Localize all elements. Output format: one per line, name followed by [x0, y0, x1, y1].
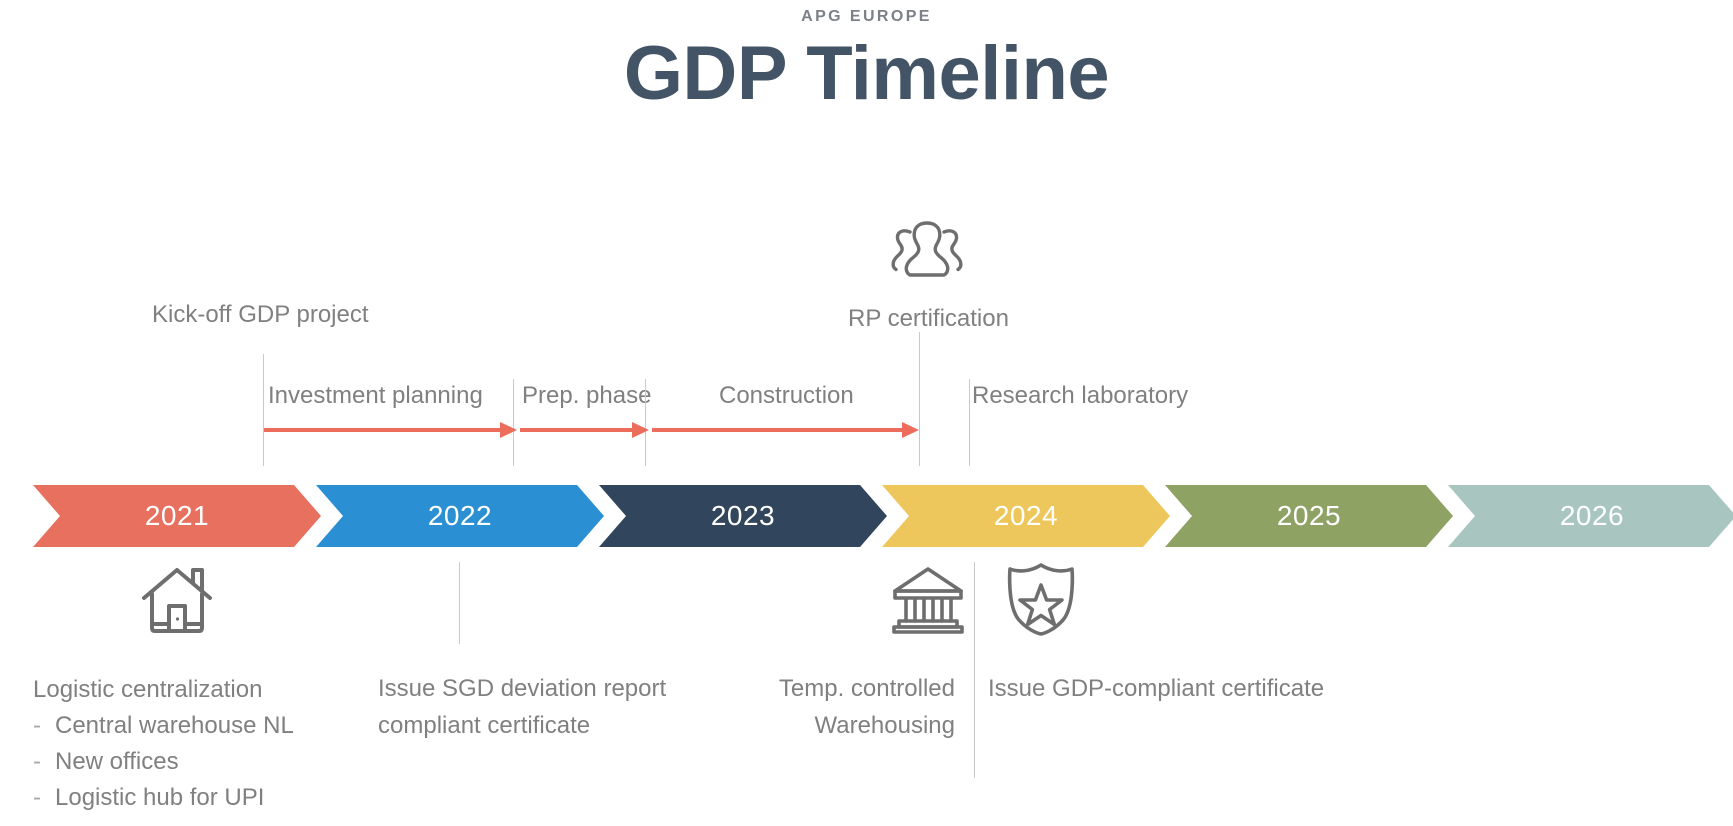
logistic-item-list: - Central warehouse NL - New offices - L… — [33, 708, 373, 816]
list-item: - Logistic hub for UPI — [33, 780, 373, 816]
connector-line-rp-certification — [919, 332, 920, 466]
shield-star-icon — [1003, 560, 1079, 638]
year-label: 2025 — [1276, 500, 1342, 531]
bullet-dash: - — [33, 712, 41, 739]
year-label: 2024 — [993, 500, 1059, 531]
page-title: GDP Timeline — [623, 31, 1110, 116]
timeline-year-2023[interactable]: 2023 — [599, 485, 887, 547]
list-item-label: Central warehouse NL — [55, 712, 294, 739]
timeline-year-2024[interactable]: 2024 — [882, 485, 1170, 547]
timeline-year-2026[interactable]: 2026 — [1448, 485, 1733, 547]
connector-line-prep-end — [645, 379, 646, 466]
connector-line-kickoff — [263, 354, 264, 466]
temp-line-1: Temp. controlled — [778, 675, 955, 702]
connector-line-investment-end — [513, 379, 514, 466]
phase-label-investment-planning: Investment planning — [268, 382, 483, 409]
logistic-heading: Logistic centralization — [33, 676, 263, 703]
list-item-label: New offices — [55, 748, 179, 775]
temp-line-2: Warehousing — [814, 712, 955, 740]
connector-line-sgd — [459, 562, 460, 644]
year-label: 2023 — [710, 500, 776, 531]
list-item: - New offices — [33, 744, 373, 780]
year-label: 2021 — [144, 500, 210, 531]
sgd-line-2: compliant certificate — [378, 712, 591, 740]
list-item-label: Logistic hub for UPI — [55, 784, 265, 811]
slide-eyebrow: APG EUROPE — [801, 8, 932, 25]
connector-line-research-laboratory — [969, 379, 970, 466]
deliverable-sgd-report: Issue SGD deviation report compliant cer… — [378, 670, 698, 744]
people-group-icon — [885, 218, 969, 280]
connector-line-gdp-certificate — [974, 562, 975, 778]
phase-label-construction: Construction — [719, 382, 854, 409]
milestone-rp-certification-label: RP certification — [848, 305, 1009, 332]
phase-label-prep-phase: Prep. phase — [522, 382, 652, 409]
timeline-year-2022[interactable]: 2022 — [316, 485, 604, 547]
milestone-kickoff-label: Kick-off GDP project — [152, 301, 369, 328]
deliverable-temp-controlled-warehousing: Temp. controlled Warehousing — [740, 670, 955, 744]
gdp-certificate-label: Issue GDP-compliant certificate — [988, 675, 1325, 702]
list-item: - Central warehouse NL — [33, 708, 373, 744]
timeline-year-band: 2021 2022 2023 2024 2025 2026 — [33, 485, 1733, 547]
sgd-line-1: Issue SGD deviation report — [378, 675, 667, 702]
milestone-research-laboratory-label: Research laboratory — [972, 382, 1189, 409]
timeline-year-2021[interactable]: 2021 — [33, 485, 321, 547]
timeline-year-2025[interactable]: 2025 — [1165, 485, 1453, 547]
year-label: 2026 — [1559, 500, 1625, 531]
deliverable-gdp-certificate: Issue GDP-compliant certificate — [988, 670, 1388, 707]
bullet-dash: - — [33, 748, 41, 775]
house-icon — [140, 564, 214, 636]
deliverable-logistic-centralization: Logistic centralization - Central wareho… — [33, 672, 373, 816]
bank-building-icon — [890, 565, 966, 635]
bullet-dash: - — [33, 784, 41, 811]
year-label: 2022 — [427, 500, 493, 531]
